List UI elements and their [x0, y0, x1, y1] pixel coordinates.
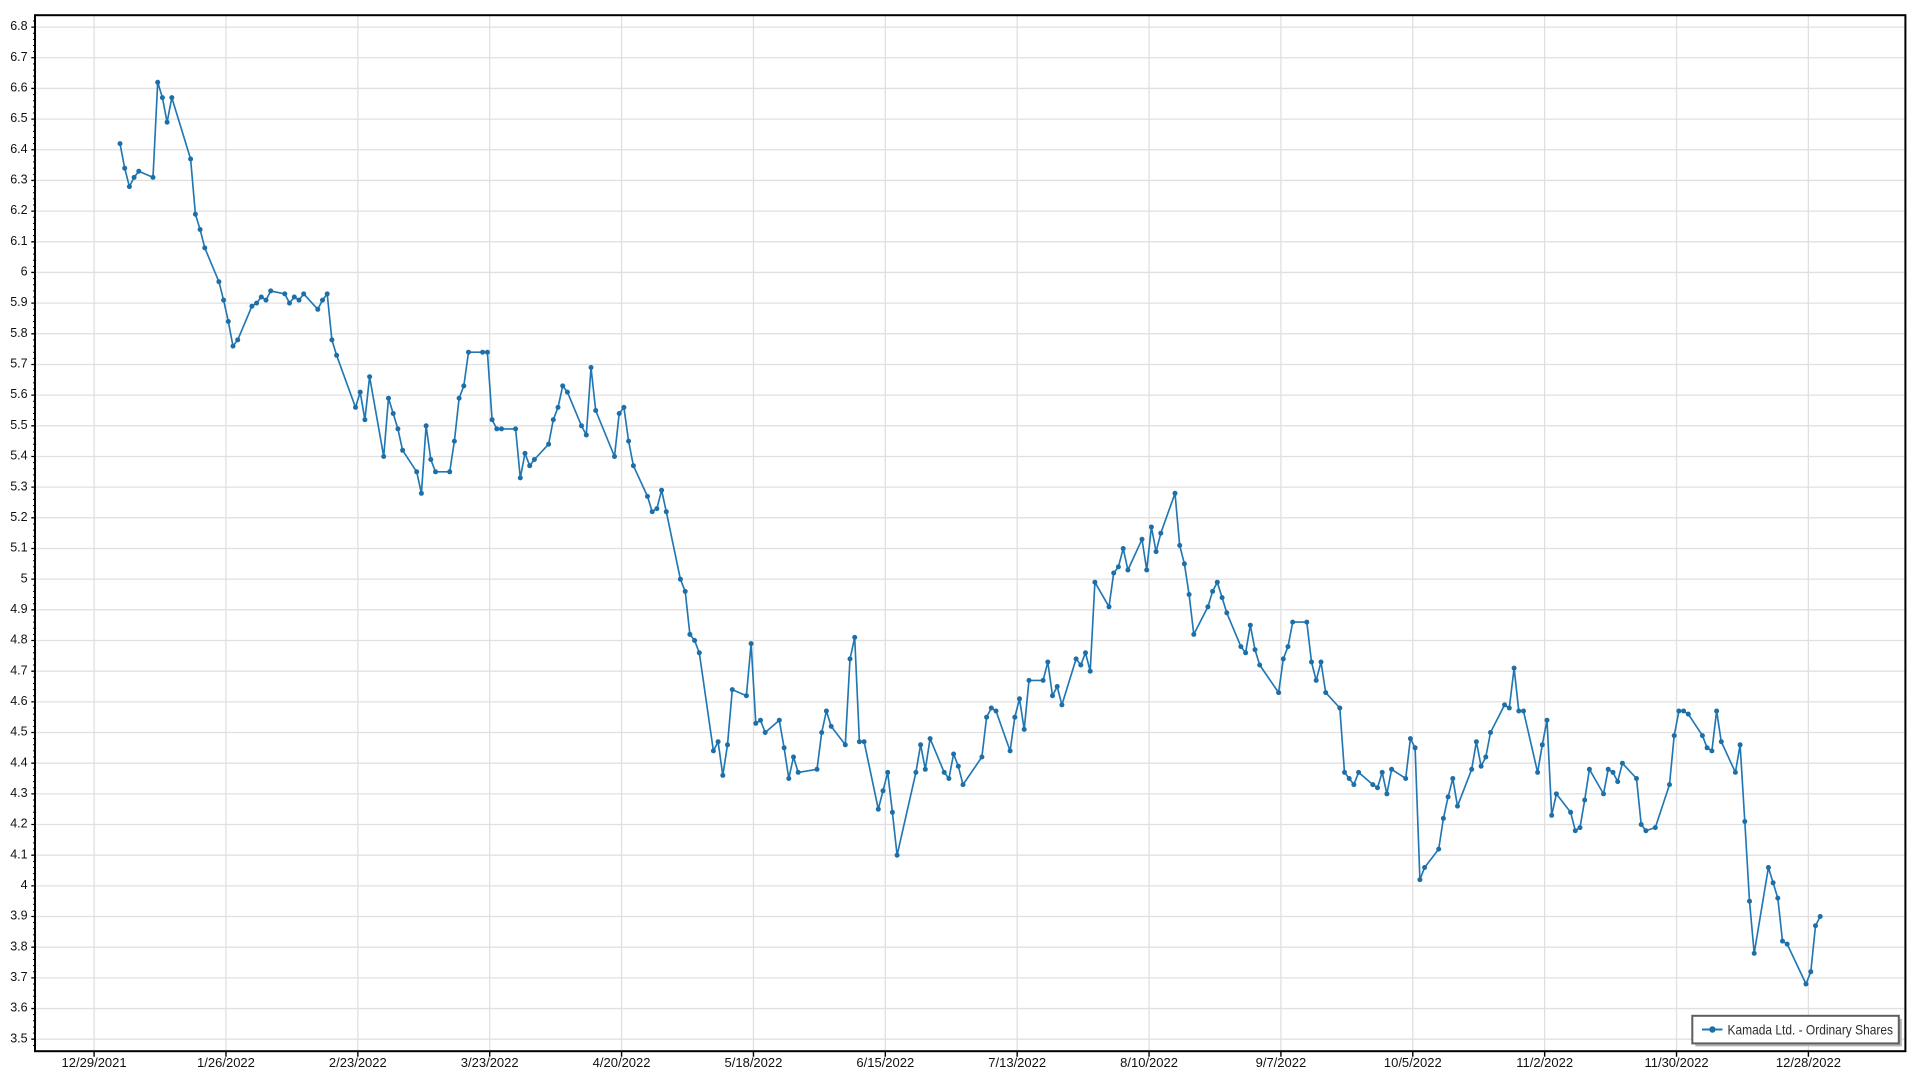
svg-text:3/23/2022: 3/23/2022 [461, 1055, 519, 1070]
svg-text:Kamada Ltd. - Ordinary Shares: Kamada Ltd. - Ordinary Shares [1728, 1022, 1894, 1038]
svg-text:5.7: 5.7 [10, 357, 27, 371]
svg-text:5/18/2022: 5/18/2022 [725, 1055, 783, 1070]
svg-text:3.9: 3.9 [10, 909, 27, 923]
svg-text:9/7/2022: 9/7/2022 [1256, 1055, 1307, 1070]
svg-text:6.6: 6.6 [10, 81, 27, 95]
svg-text:6.3: 6.3 [10, 173, 27, 187]
svg-text:5.1: 5.1 [10, 541, 27, 555]
svg-text:4.1: 4.1 [10, 847, 27, 861]
svg-text:6.8: 6.8 [10, 19, 27, 33]
svg-text:5.4: 5.4 [10, 449, 27, 463]
svg-text:5: 5 [21, 571, 28, 585]
svg-text:5.8: 5.8 [10, 326, 27, 340]
svg-text:3.6: 3.6 [10, 1001, 27, 1015]
svg-text:4.8: 4.8 [10, 633, 27, 647]
svg-text:4.2: 4.2 [10, 817, 27, 831]
svg-text:7/13/2022: 7/13/2022 [988, 1055, 1046, 1070]
svg-text:4.7: 4.7 [10, 663, 27, 677]
svg-text:12/29/2021: 12/29/2021 [62, 1055, 127, 1070]
svg-text:5.6: 5.6 [10, 387, 27, 401]
svg-text:11/30/2022: 11/30/2022 [1644, 1055, 1708, 1070]
svg-text:8/10/2022: 8/10/2022 [1120, 1055, 1178, 1070]
svg-text:4.6: 4.6 [10, 694, 27, 708]
svg-text:4.4: 4.4 [10, 755, 27, 769]
svg-text:1/26/2022: 1/26/2022 [197, 1055, 255, 1070]
svg-text:3.5: 3.5 [10, 1031, 27, 1045]
svg-text:4.3: 4.3 [10, 786, 27, 800]
svg-text:11/2/2022: 11/2/2022 [1516, 1055, 1573, 1070]
svg-text:6.1: 6.1 [10, 234, 27, 248]
svg-text:12/28/2022: 12/28/2022 [1776, 1055, 1841, 1070]
svg-text:6.5: 6.5 [10, 111, 27, 125]
svg-text:6.7: 6.7 [10, 50, 27, 64]
svg-text:3.7: 3.7 [10, 970, 27, 984]
svg-text:4/20/2022: 4/20/2022 [593, 1055, 651, 1070]
svg-text:4: 4 [21, 878, 28, 892]
svg-text:6.2: 6.2 [10, 203, 27, 217]
svg-text:4.5: 4.5 [10, 725, 27, 739]
svg-text:4.9: 4.9 [10, 602, 27, 616]
svg-text:6.4: 6.4 [10, 142, 27, 156]
svg-text:6: 6 [21, 265, 28, 279]
svg-text:6/15/2022: 6/15/2022 [856, 1055, 914, 1070]
svg-text:10/5/2022: 10/5/2022 [1384, 1055, 1442, 1070]
svg-text:2/23/2022: 2/23/2022 [329, 1055, 387, 1070]
svg-text:5.9: 5.9 [10, 295, 27, 309]
svg-text:5.3: 5.3 [10, 479, 27, 493]
svg-text:5.2: 5.2 [10, 510, 27, 524]
svg-text:3.8: 3.8 [10, 939, 27, 953]
svg-text:5.5: 5.5 [10, 418, 27, 432]
